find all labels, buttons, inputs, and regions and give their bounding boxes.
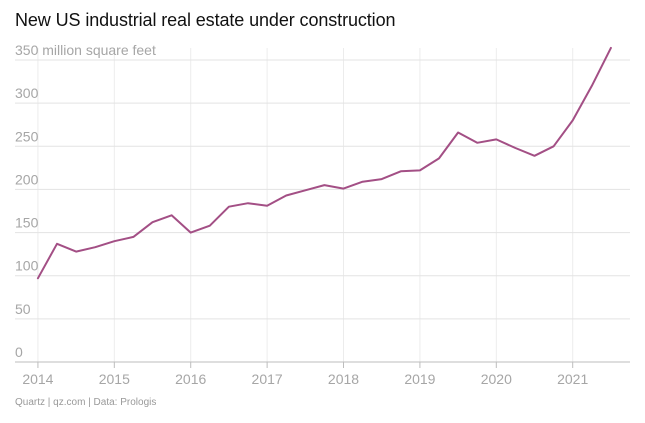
vertical-grid [37, 48, 574, 368]
data-point [303, 188, 308, 193]
data-point [437, 156, 442, 161]
y-tick-label: 350 million square feet [15, 42, 156, 58]
data-point [494, 137, 499, 142]
data-point [265, 203, 270, 208]
chart-source: Quartz | qz.com | Data: Prologis [15, 397, 157, 408]
data-point [188, 230, 193, 235]
y-tick-label: 250 [15, 128, 39, 144]
data-point [207, 223, 212, 228]
series-layer [35, 45, 613, 281]
data-point [589, 83, 594, 88]
x-tick-label: 2014 [22, 371, 53, 387]
y-tick-label: 0 [15, 344, 23, 360]
data-point [341, 186, 346, 191]
data-point [398, 169, 403, 174]
data-point [226, 204, 231, 209]
y-tick-label: 150 [15, 215, 39, 231]
data-point [74, 249, 79, 254]
data-point [608, 45, 613, 50]
y-tick-label: 50 [15, 301, 31, 317]
data-point [169, 213, 174, 218]
data-point [246, 201, 251, 206]
x-tick-label: 2020 [481, 371, 512, 387]
x-axis-labels: 2014 2015 2016 2017 2018 2019 2020 2021 [22, 371, 588, 387]
data-point [417, 168, 422, 173]
data-point [112, 239, 117, 244]
data-point [456, 130, 461, 135]
data-point [322, 183, 327, 188]
x-tick-label: 2018 [328, 371, 359, 387]
data-point [360, 179, 365, 184]
data-point [150, 220, 155, 225]
y-tick-label: 300 [15, 85, 39, 101]
y-tick-label: 100 [15, 258, 39, 274]
data-point [513, 146, 518, 151]
x-tick-label: 2015 [99, 371, 130, 387]
x-tick-label: 2016 [175, 371, 206, 387]
data-point [570, 118, 575, 123]
data-point [551, 144, 556, 149]
data-point [284, 193, 289, 198]
data-point [93, 245, 98, 250]
series-line [36, 46, 612, 280]
x-tick-label: 2017 [252, 371, 283, 387]
data-point [35, 276, 40, 281]
data-point [475, 140, 480, 145]
data-point [532, 153, 537, 158]
x-tick-label: 2019 [404, 371, 435, 387]
data-point [131, 234, 136, 239]
y-tick-label: 200 [15, 171, 39, 187]
y-axis-labels: 0 50 100 150 200 250 300 350 million square fee… [15, 42, 156, 360]
data-point [55, 241, 60, 246]
chart-title: New US industrial real estate under cons… [15, 10, 396, 30]
x-tick-label: 2021 [557, 371, 588, 387]
horizontal-grid [15, 59, 630, 363]
data-point [379, 177, 384, 182]
